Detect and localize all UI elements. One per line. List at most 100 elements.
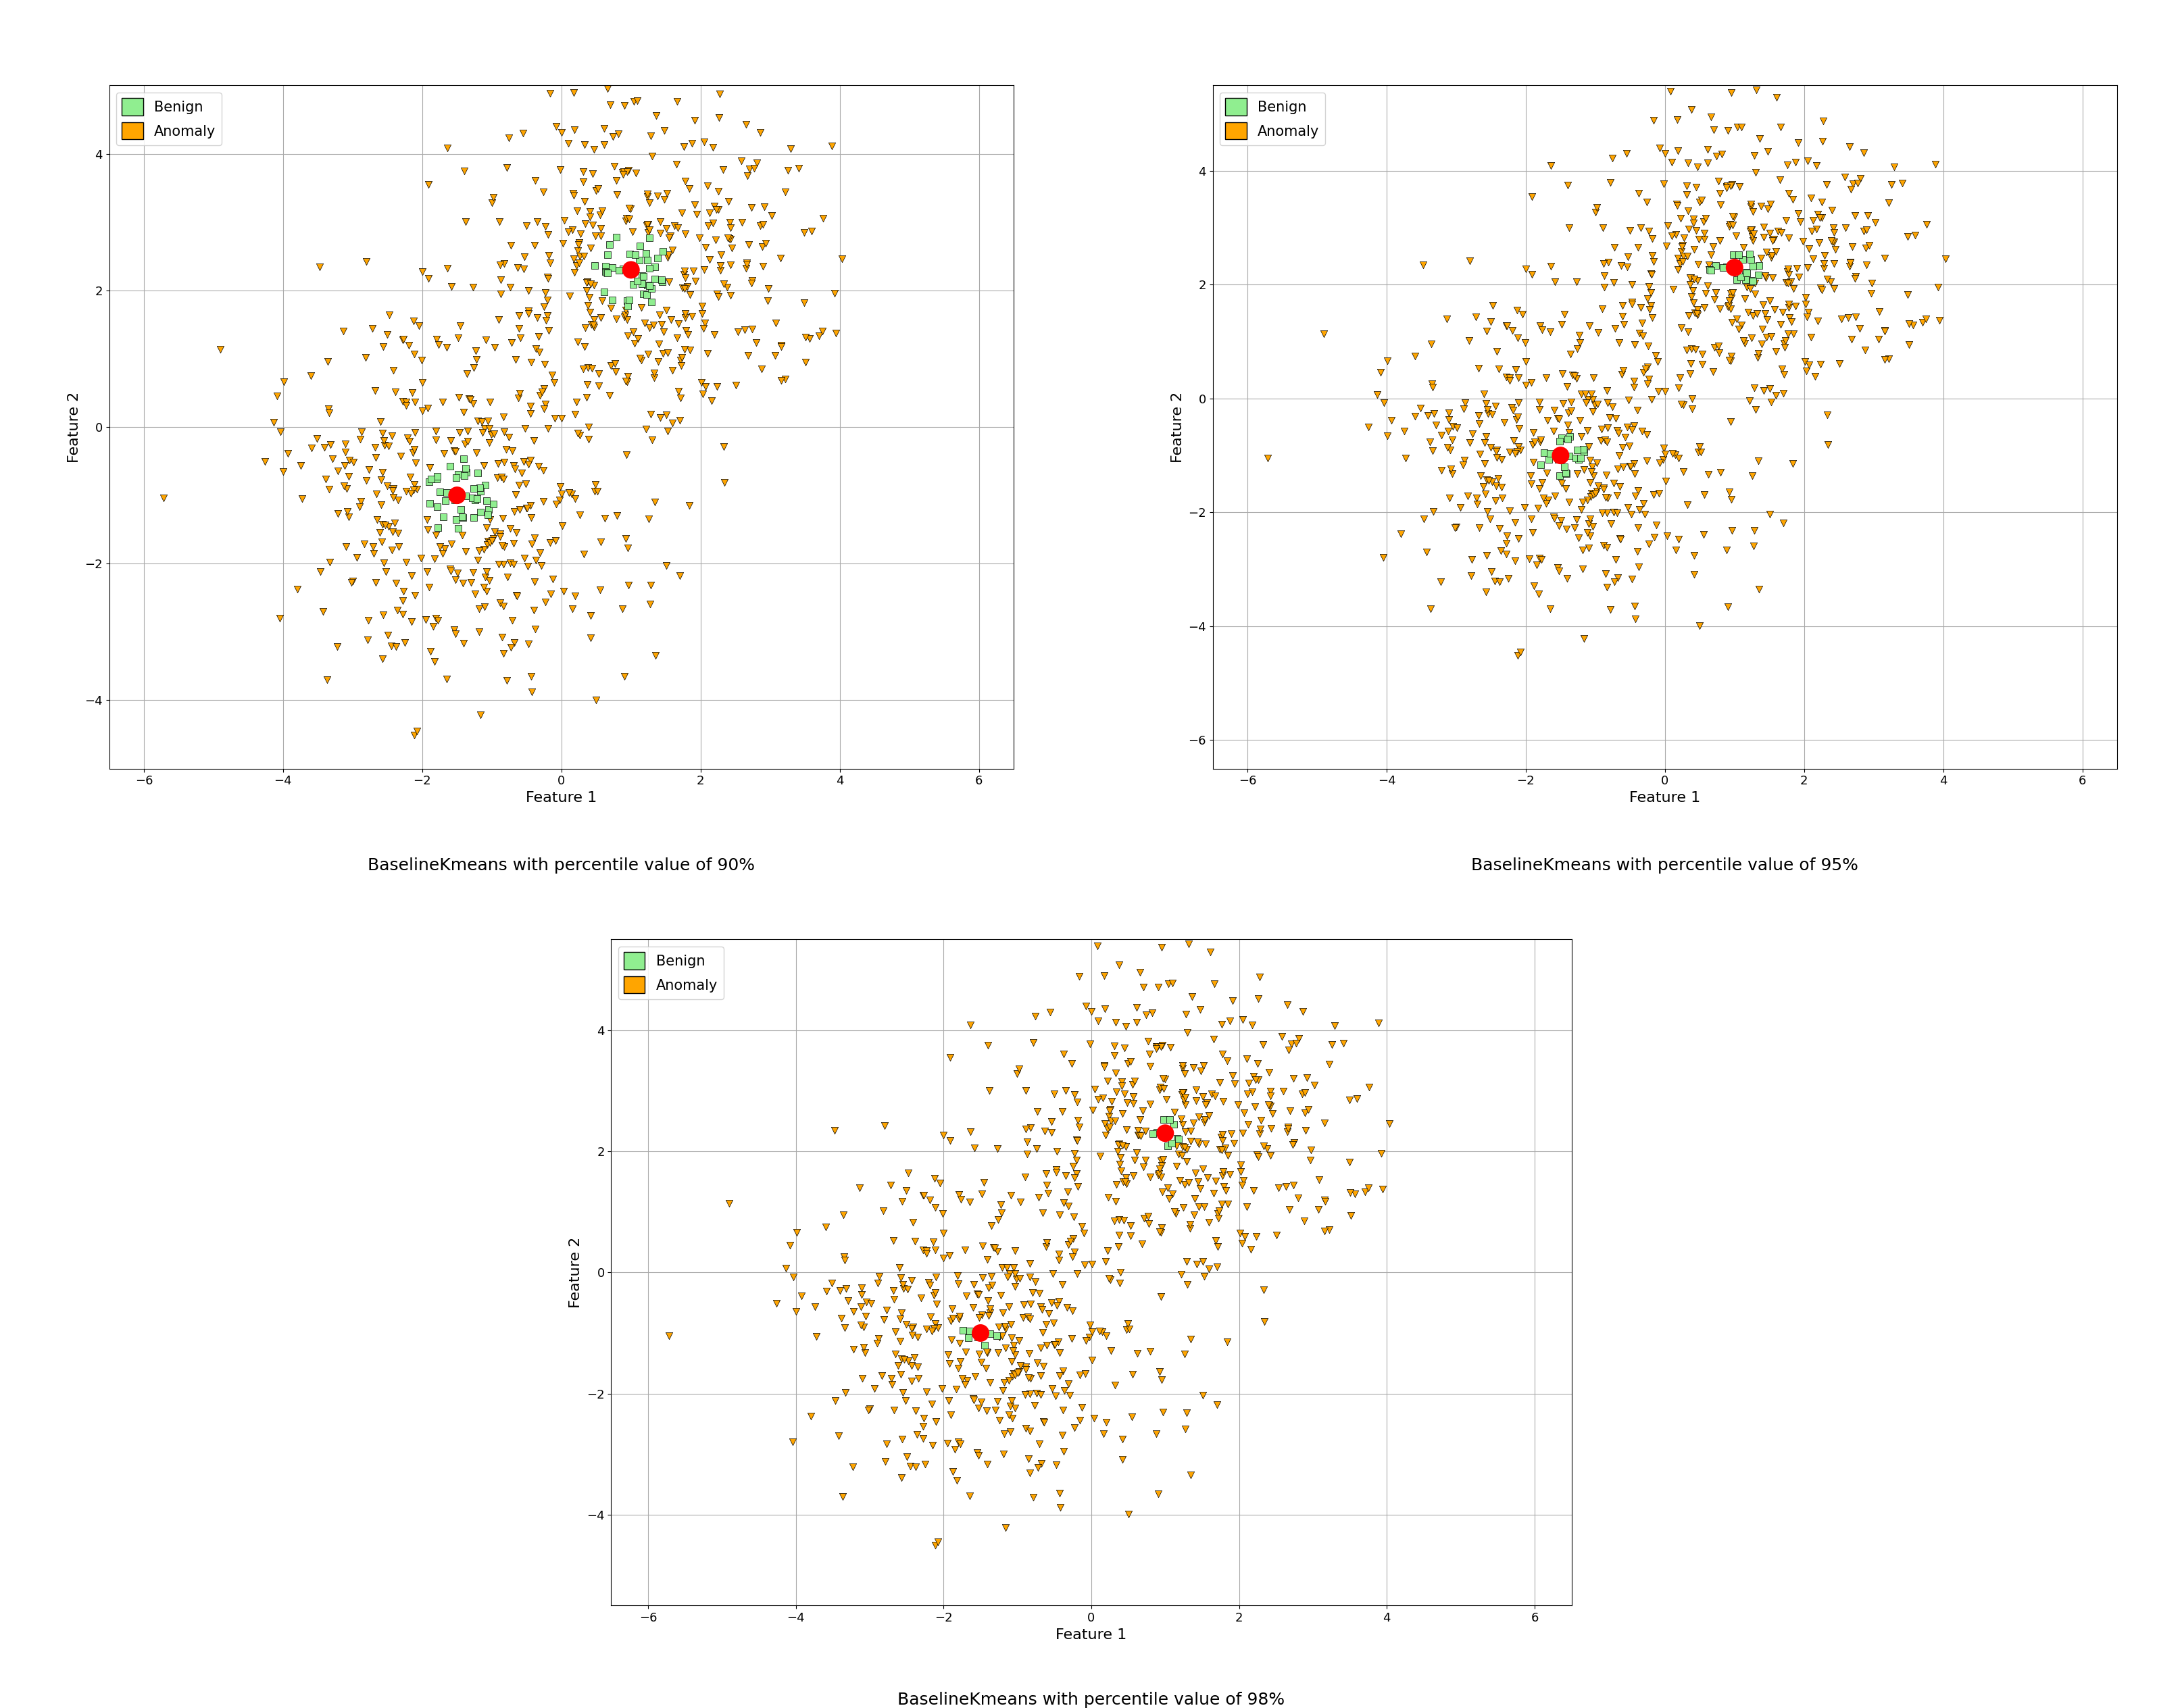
Point [1314,1032,1348,1059]
Point [1560,436,1595,463]
Point [1665,243,1700,270]
Point [1239,1143,1274,1170]
Point [1750,306,1785,333]
Point [1191,1255,1226,1283]
Point [410,171,445,198]
Point [1595,470,1630,497]
Point [1141,1479,1176,1506]
Point [1695,285,1730,313]
Point [1484,485,1519,512]
Point [1148,1119,1183,1146]
Point [1802,203,1837,231]
Point [1532,446,1567,473]
Point [473,528,508,555]
Point [1567,456,1602,483]
Point [1532,318,1567,345]
Point [1676,289,1711,316]
Point [1551,422,1586,449]
Point [1473,506,1508,533]
Point [1462,410,1497,437]
Point [1890,222,1925,249]
Point [1709,536,1743,564]
Point [1139,1419,1174,1447]
Point [1678,217,1713,244]
Point [1815,227,1850,254]
Point [960,1438,995,1465]
Point [596,253,631,280]
Point [594,294,628,321]
Point [493,550,528,577]
Point [1475,292,1510,319]
Point [635,43,670,70]
Point [1623,294,1658,321]
Point [1351,1173,1386,1201]
Point [1067,1250,1102,1278]
Point [1733,386,1767,413]
Point [1665,248,1700,275]
Point [1176,1054,1211,1081]
Point [1091,1068,1126,1095]
Point [1562,379,1597,407]
Point [628,212,663,239]
Point [467,574,502,601]
Point [1069,1327,1104,1354]
Point [1108,1115,1143,1143]
Point [1597,314,1632,342]
Point [1562,321,1597,348]
Point [1501,364,1536,391]
Point [1726,328,1761,355]
Point [1597,569,1632,596]
Point [943,1329,978,1356]
Point [849,1303,884,1331]
Point [692,246,727,273]
Point [1569,519,1604,547]
Point [561,229,596,256]
Point [1165,1132,1200,1160]
Point [1719,316,1754,343]
Point [890,1160,925,1187]
Point [943,1303,978,1331]
Point [1034,1290,1069,1317]
Point [805,318,840,345]
Point [652,224,687,251]
Point [1846,140,1881,167]
Point [1237,1093,1272,1120]
Point [884,1361,919,1389]
Point [1630,354,1665,381]
Point [1154,1129,1189,1156]
Point [1824,306,1859,333]
Point [467,564,502,591]
Point [1615,417,1650,444]
Point [572,203,607,231]
Point [816,280,851,307]
Point [1676,560,1711,588]
Point [343,487,377,514]
Point [419,521,454,548]
Point [1104,1445,1139,1472]
Point [1514,470,1549,497]
Point [676,191,711,219]
Point [421,533,456,560]
Point [836,1336,871,1363]
Point [810,1278,844,1305]
Point [1678,336,1713,364]
Point [393,427,428,454]
Point [1484,473,1519,500]
Point [559,251,594,278]
Point [1536,268,1571,295]
Point [502,302,537,330]
Point [1503,639,1538,666]
Point [1252,1078,1287,1105]
Point [430,254,465,282]
Point [951,1324,986,1351]
Point [895,1351,930,1378]
Point [519,304,554,331]
Point [978,1235,1012,1262]
Point [967,1168,1002,1196]
Point [508,470,543,497]
Point [1842,314,1877,342]
Point [487,533,521,560]
Point [1571,446,1606,473]
Point [447,538,482,565]
Point [1610,413,1645,441]
